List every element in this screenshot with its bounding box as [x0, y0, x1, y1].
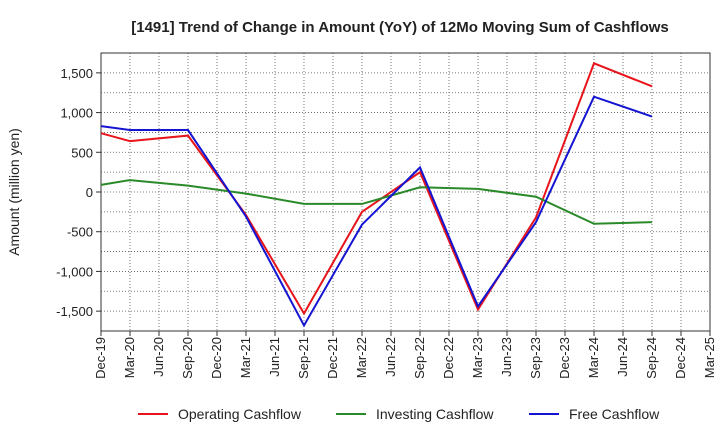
legend-item: Free Cashflow [529, 406, 660, 422]
legend-label: Operating Cashflow [178, 406, 302, 422]
y-tick-label: 1,500 [60, 66, 93, 81]
legend-label: Investing Cashflow [376, 406, 494, 422]
x-tick-label: Sep-22 [412, 337, 427, 379]
x-tick-label: Jun-23 [499, 337, 514, 377]
x-tick-label: Mar-21 [238, 337, 253, 378]
x-tick-label: Dec-20 [209, 337, 224, 379]
legend-label: Free Cashflow [569, 406, 660, 422]
x-tick-label: Jun-20 [151, 337, 166, 377]
y-tick-label: -1,000 [56, 264, 93, 279]
series-line-free-cashflow [100, 95, 653, 328]
x-tick-label: Mar-25 [702, 337, 717, 378]
series-line-investing-cashflow [100, 179, 653, 225]
x-tick-label: Dec-21 [325, 337, 340, 379]
y-axis-label: Amount (million yen) [6, 128, 22, 256]
series-lines [100, 62, 653, 328]
legend: Operating Cashflow Investing Cashflow Free… [138, 406, 660, 422]
x-tick-label: Sep-21 [296, 337, 311, 379]
x-tick-label: Sep-24 [644, 337, 659, 379]
y-tick-labels: -1,500 -1,000 -500 0 500 1,000 1,500 [56, 66, 101, 319]
x-tick-label: Jun-22 [383, 337, 398, 377]
series-line-operating-cashflow [100, 62, 653, 316]
x-tick-label: Dec-24 [673, 337, 688, 379]
x-tick-label: Mar-20 [122, 337, 137, 378]
y-tick-label: 1,000 [60, 106, 93, 121]
y-tick-label: 500 [71, 145, 93, 160]
x-tick-label: Jun-24 [615, 337, 630, 377]
grid-lines [100, 52, 711, 332]
chart-title: [1491] Trend of Change in Amount (YoY) o… [131, 19, 669, 36]
x-tick-label: Dec-22 [441, 337, 456, 379]
y-tick-label: 0 [86, 185, 93, 200]
legend-item: Investing Cashflow [336, 406, 494, 422]
x-tick-labels: Dec-19 Mar-20 Jun-20 Sep-20 Dec-20 Mar-21 Jun-… [93, 331, 717, 379]
x-tick-label: Mar-23 [470, 337, 485, 378]
x-tick-label: Jun-21 [267, 337, 282, 377]
y-tick-label: -500 [67, 225, 93, 240]
x-tick-label: Dec-23 [557, 337, 572, 379]
x-tick-label: Sep-20 [180, 337, 195, 379]
x-tick-label: Mar-24 [586, 337, 601, 378]
x-tick-label: Mar-22 [354, 337, 369, 378]
x-tick-label: Sep-23 [528, 337, 543, 379]
x-tick-label: Dec-19 [93, 337, 108, 379]
legend-item: Operating Cashflow [138, 406, 302, 422]
y-tick-label: -1,500 [56, 304, 93, 319]
